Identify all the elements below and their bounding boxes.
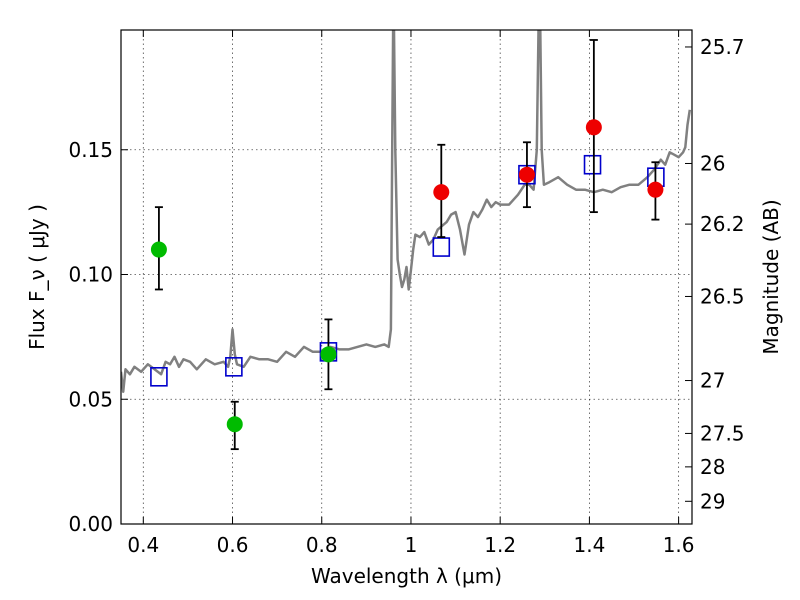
- data-point: [585, 119, 602, 136]
- y-axis-label: Flux F_ν ( μJy ): [25, 204, 49, 350]
- x-tick-label: 0.4: [127, 533, 159, 557]
- observed-point: [150, 206, 167, 291]
- right-tick-label: 26.2: [700, 212, 745, 236]
- y-tick-label: 0.00: [68, 512, 113, 536]
- data-point: [320, 346, 337, 363]
- observed-point: [320, 318, 337, 391]
- plot-frame: [120, 29, 693, 525]
- right-tick-label: 27.5: [700, 421, 745, 445]
- x-axis-label: Wavelength λ (μm): [311, 564, 502, 588]
- spectrum-line-layer: [121, 30, 692, 394]
- y-tick-label: 0.05: [68, 387, 113, 411]
- model-square-marker: [432, 237, 451, 257]
- observed-point: [647, 161, 664, 221]
- x-tick-label: 1.6: [663, 533, 695, 557]
- right-tick-label: 26: [700, 151, 725, 175]
- x-tick-label: 1.4: [573, 533, 605, 557]
- spectrum-line: [121, 30, 692, 394]
- right-tick-label: 29: [700, 489, 725, 513]
- right-tick-label: 28: [700, 455, 725, 479]
- observed-point: [518, 141, 535, 209]
- observed-points: [150, 39, 664, 451]
- x-tick-label: 1.2: [484, 533, 516, 557]
- grid-lines: [121, 30, 692, 524]
- x-tick-label: 0.8: [306, 533, 338, 557]
- observed-point: [585, 39, 602, 214]
- observed-point: [433, 143, 450, 238]
- x-tick-label: 0.6: [217, 533, 249, 557]
- observed-point: [226, 400, 243, 451]
- data-point: [150, 241, 167, 258]
- y-tick-label: 0.15: [68, 138, 113, 162]
- data-point: [647, 181, 664, 198]
- right-tick-label: 27: [700, 369, 725, 393]
- data-point: [518, 166, 535, 183]
- right-tick-label: 25.7: [700, 35, 745, 59]
- model-square-marker: [150, 366, 168, 387]
- right-axis-label: Magnitude (AB): [759, 199, 783, 354]
- right-tick-label: 26.5: [700, 284, 745, 308]
- model-square-marker: [583, 154, 602, 175]
- x-tick-label: 1: [405, 533, 418, 557]
- model-square-marker: [225, 357, 243, 377]
- axis-ticks: 0.4 0.6 0.8 1 1.2 1.4 1.6 0.00 0.05 0.10 0.15 25.7 2…: [68, 30, 745, 557]
- data-point: [433, 184, 450, 201]
- y-tick-label: 0.10: [68, 263, 113, 287]
- data-point: [226, 416, 243, 433]
